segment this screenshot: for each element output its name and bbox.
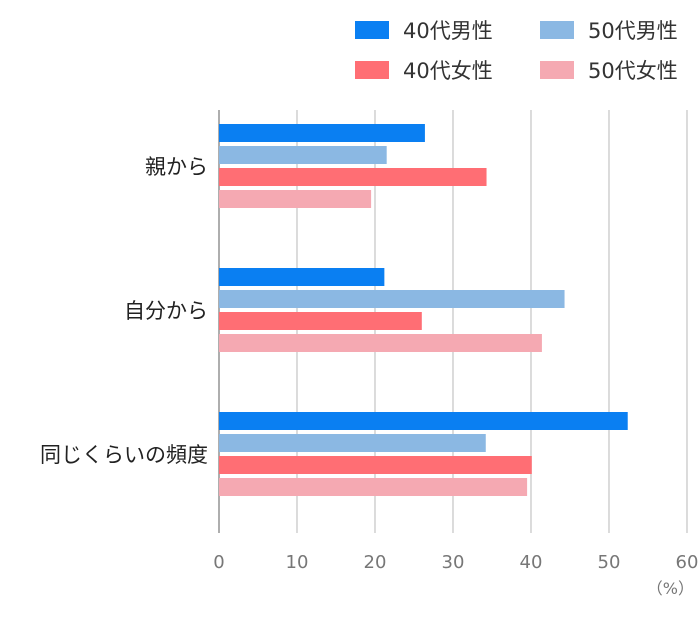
tick-labels: 0 10 20 30 40 50 60 [213,552,698,573]
legend-swatch-50s-female [540,61,574,79]
x-tick-label-20: 20 [364,552,387,573]
unit-label: （%） [647,579,694,598]
legend: 40代男性 50代男性 40代女性 50代女性 [0,12,700,92]
bar-2-0 [219,412,628,430]
legend-swatch-40s-male [355,21,389,39]
bar-2-2 [219,456,532,474]
x-tick-label-30: 30 [442,552,465,573]
legend-label-40s-male: 40代男性 [403,19,493,43]
x-tick-label-50: 50 [598,552,621,573]
legend-label-50s-female: 50代女性 [588,59,678,83]
bar-0-3 [219,190,372,208]
bar-0-2 [219,168,487,186]
legend-item-50s-female: 50代女性 [540,57,678,83]
bar-0-1 [219,146,387,164]
legend-label-40s-female: 40代女性 [403,59,493,83]
x-tick-label-40: 40 [520,552,543,573]
bars [219,124,628,496]
legend-swatch-50s-male [540,21,574,39]
bar-2-3 [219,478,528,496]
bar-0-0 [219,124,425,142]
legend-swatch-40s-female [355,61,389,79]
bar-2-1 [219,434,486,452]
legend-label-50s-male: 50代男性 [588,19,678,43]
x-tick-label-10: 10 [286,552,309,573]
x-tick-label-60: 60 [676,552,699,573]
legend-item-40s-male: 40代男性 [355,17,493,43]
bar-1-3 [219,334,542,352]
category-label-0: 親から [145,155,208,179]
legend-item-50s-male: 50代男性 [540,17,678,43]
bar-1-2 [219,312,422,330]
legend-item-40s-female: 40代女性 [355,57,493,83]
category-label-1: 自分から [124,299,208,323]
bar-1-1 [219,290,565,308]
x-tick-label-0: 0 [213,552,224,573]
bar-1-0 [219,268,385,286]
category-label-2: 同じくらいの頻度 [40,443,208,467]
